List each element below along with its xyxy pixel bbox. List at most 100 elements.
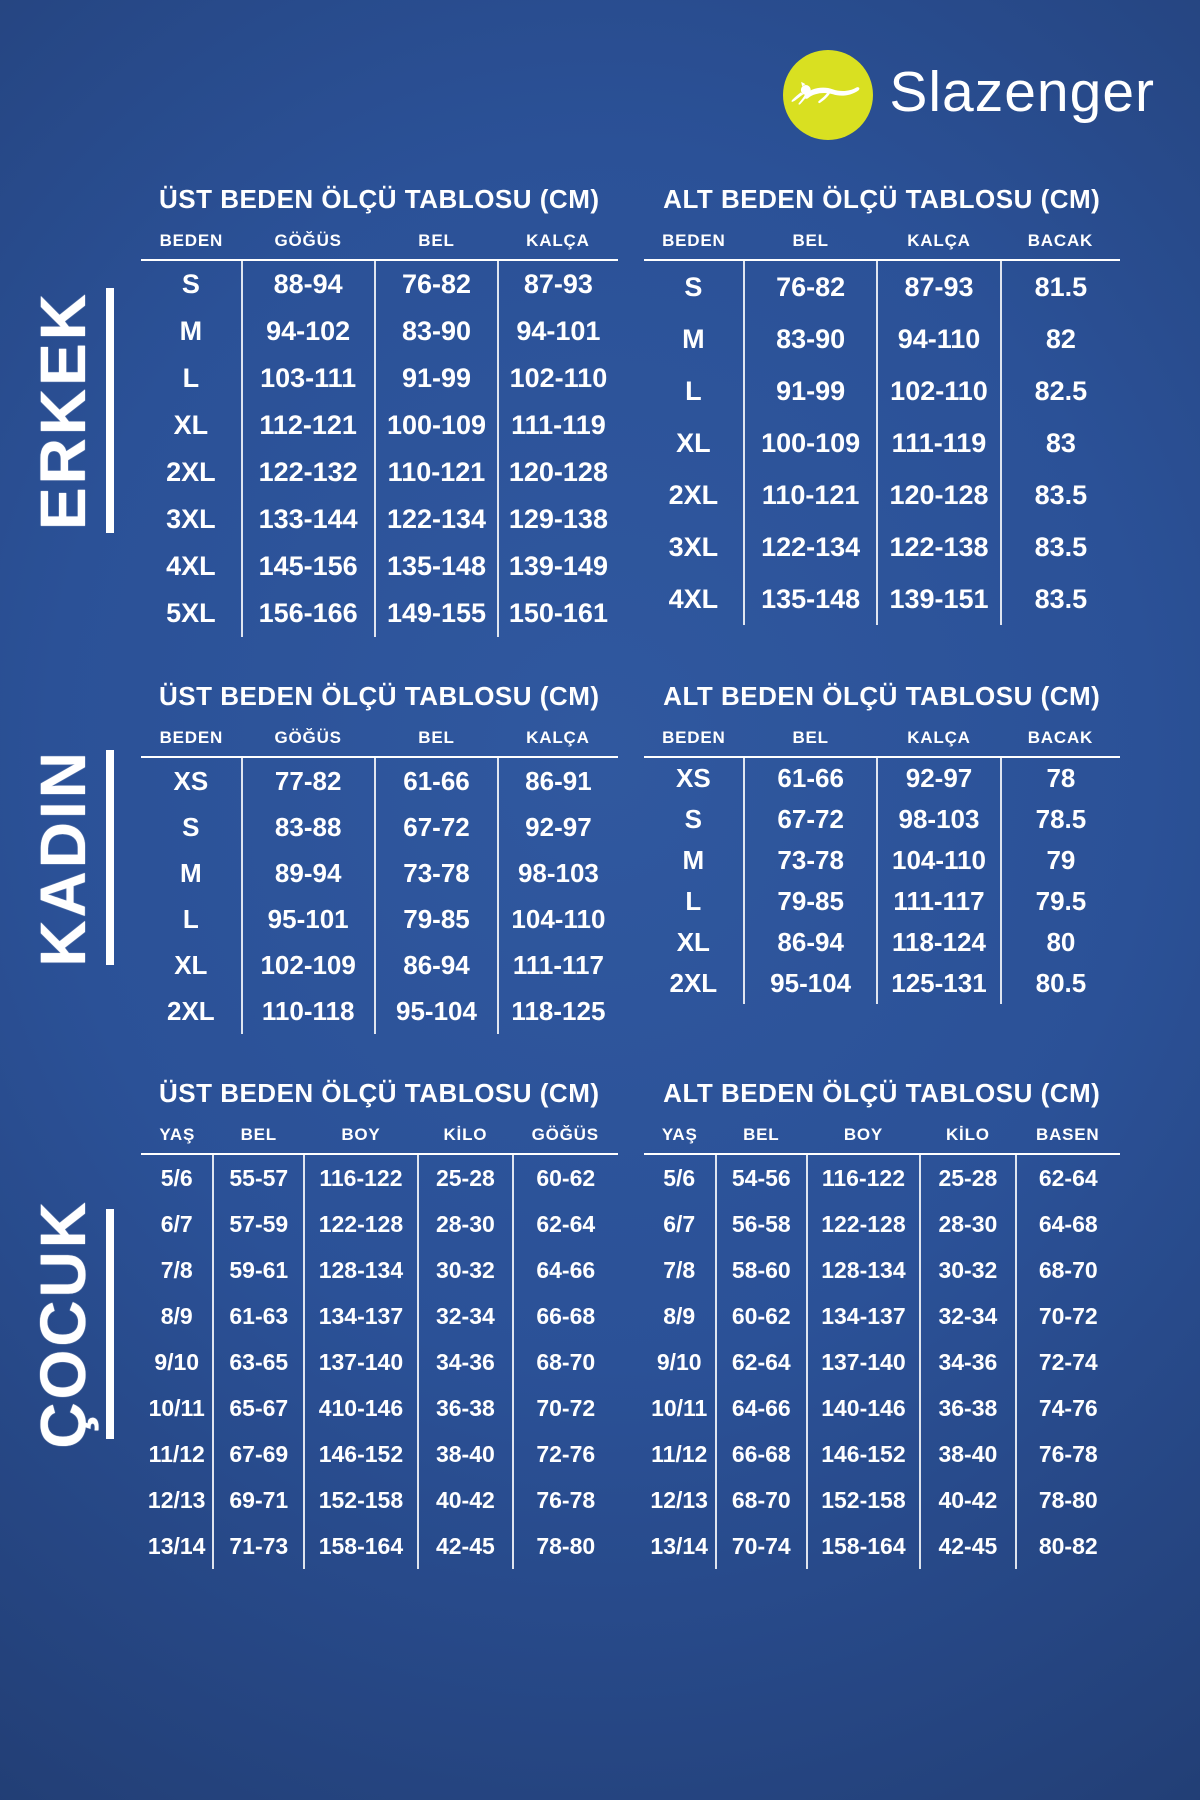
- size-cell: 112-121: [240, 402, 375, 449]
- size-cell: 38-40: [416, 1431, 514, 1477]
- table-row: 3XL 133-144 122-134 129-138: [141, 496, 618, 543]
- brand-logo: Slazenger: [0, 0, 1200, 140]
- size-cell: 13/14: [650, 1532, 708, 1559]
- size-cell: 57-59: [212, 1201, 305, 1247]
- column-header: KİLO: [920, 1125, 1016, 1155]
- section-label: ERKEK: [27, 290, 99, 531]
- table-title: ÜST BEDEN ÖLÇÜ TABLOSU (CM): [158, 1078, 600, 1108]
- table-row: 10/11 64-66 140-146 36-38 74-76: [644, 1385, 1120, 1431]
- table-row: 2XL 95-104 125-131 80.5: [644, 963, 1120, 1004]
- size-cell: 87-93: [876, 260, 1001, 313]
- size-cell: 42-45: [919, 1523, 1016, 1569]
- size-cell: 98-103: [876, 799, 1001, 840]
- size-cell: XS: [173, 765, 209, 796]
- size-cell: 78.5: [999, 799, 1120, 840]
- size-cell: 94-102: [240, 308, 375, 355]
- size-cell: 64-66: [512, 1247, 618, 1293]
- size-cell: 83-90: [373, 308, 499, 355]
- size-cell: 66-68: [714, 1431, 807, 1477]
- size-cell: 12/13: [650, 1486, 708, 1513]
- size-cell: 102-110: [497, 355, 618, 402]
- size-cell: 76-78: [1014, 1431, 1120, 1477]
- size-cell: XL: [676, 927, 710, 957]
- size-cell: 111-119: [497, 402, 618, 449]
- size-cell: M: [682, 323, 705, 354]
- size-cell: 2XL: [167, 995, 215, 1026]
- size-cell: 87-93: [497, 260, 618, 308]
- size-cell: 120-128: [876, 469, 1001, 521]
- size-cell: 54-56: [714, 1154, 807, 1201]
- size-cell: 111-117: [497, 942, 618, 988]
- size-cell: 134-137: [805, 1293, 921, 1339]
- size-cell: 28-30: [919, 1201, 1016, 1247]
- table-row: 7/8 59-61 128-134 30-32 64-66: [141, 1247, 618, 1293]
- section-side: KADIN: [27, 749, 115, 966]
- column-header: GÖĞÜS: [513, 1125, 618, 1155]
- size-cell: 67-69: [212, 1431, 305, 1477]
- header-row: YAŞ BEL BOY KİLO BASEN: [643, 1125, 1120, 1155]
- size-cell: 83.5: [999, 469, 1120, 521]
- size-cell: 116-122: [805, 1154, 921, 1201]
- size-cell: 94-110: [876, 313, 1001, 365]
- size-cell: 28-30: [416, 1201, 514, 1247]
- size-cell: 2XL: [166, 457, 216, 487]
- size-cell: 66-68: [512, 1293, 618, 1339]
- size-cell: 410-146: [303, 1385, 418, 1431]
- size-cell: 34-36: [416, 1339, 514, 1385]
- size-cell: 137-140: [805, 1339, 921, 1385]
- size-cell: 92-97: [497, 804, 618, 850]
- table-row: 5/6 55-57 116-122 25-28 60-62: [141, 1154, 618, 1201]
- table-row: 3XL 122-134 122-138 83.5: [644, 521, 1120, 573]
- size-cell: 122-132: [240, 449, 375, 496]
- size-cell: 61-63: [212, 1293, 305, 1339]
- header-row: BEDEN BEL KALÇA BACAK: [643, 231, 1120, 261]
- table-row: 8/9 61-63 134-137 32-34 66-68: [141, 1293, 618, 1339]
- size-cell: 9/10: [154, 1348, 200, 1375]
- upper-body-size-table: YAŞ BEL BOY KİLO GÖĞÜS 5/6 55-57 116-122 25-28 60…: [141, 1125, 618, 1569]
- size-cell: XL: [173, 410, 209, 440]
- table-row: 5/6 54-56 116-122 25-28 62-64: [644, 1154, 1120, 1201]
- size-cell: 139-151: [876, 573, 1001, 625]
- section-label-bar: [106, 750, 114, 965]
- table-row: 10/11 65-67 410-146 36-38 70-72: [141, 1385, 618, 1431]
- size-cell: 80.5: [999, 963, 1120, 1004]
- section-label: ÇOCUK: [27, 1198, 99, 1449]
- column-header: BEDEN: [643, 231, 745, 261]
- size-cell: 65-67: [212, 1385, 305, 1431]
- lower-body-table-block: ALT BEDEN ÖLÇÜ TABLOSU (CM) BEDEN BEL KALÇ…: [643, 681, 1120, 1004]
- size-chart-sections: ERKEK ÜST BEDEN ÖLÇÜ TABLOSU (CM) BEDEN G…: [0, 184, 1200, 1569]
- size-cell: 59-61: [212, 1247, 305, 1293]
- size-cell: 68-70: [1014, 1247, 1120, 1293]
- size-cell: 5/6: [663, 1164, 696, 1191]
- size-cell: 81.5: [999, 260, 1120, 313]
- table-row: S 83-88 67-72 92-97: [141, 804, 618, 850]
- lower-body-table-block: ALT BEDEN ÖLÇÜ TABLOSU (CM) YAŞ BEL BOY KİL…: [643, 1078, 1120, 1569]
- size-cell: 135-148: [743, 573, 878, 625]
- logo-circle: [783, 50, 874, 140]
- size-cell: 4XL: [166, 551, 216, 581]
- column-header: BEL: [744, 231, 878, 261]
- size-cell: 61-66: [743, 757, 878, 799]
- size-cell: 95-101: [240, 896, 375, 942]
- size-cell: 128-134: [303, 1247, 418, 1293]
- size-cell: 40-42: [416, 1477, 514, 1523]
- size-cell: 55-57: [212, 1154, 305, 1201]
- size-cell: 91-99: [373, 355, 499, 402]
- size-cell: 4XL: [668, 583, 719, 614]
- size-cell: 7/8: [663, 1256, 696, 1283]
- size-cell: 36-38: [416, 1385, 514, 1431]
- size-cell: 146-152: [805, 1431, 921, 1477]
- column-header: GÖĞÜS: [241, 728, 375, 758]
- table-title: ÜST BEDEN ÖLÇÜ TABLOSU (CM): [158, 681, 600, 711]
- size-cell: 7/8: [160, 1256, 193, 1283]
- size-cell: 76-82: [373, 260, 499, 308]
- table-row: 6/7 56-58 122-128 28-30 64-68: [644, 1201, 1120, 1247]
- size-cell: 111-119: [876, 417, 1001, 469]
- table-row: 5XL 156-166 149-155 150-161: [141, 590, 618, 637]
- size-cell: 25-28: [919, 1154, 1016, 1201]
- size-cell: 79.5: [999, 881, 1120, 922]
- size-cell: L: [685, 886, 702, 916]
- size-cell: 122-134: [743, 521, 878, 573]
- size-cell: 139-149: [497, 543, 618, 590]
- size-cell: 2XL: [669, 968, 718, 998]
